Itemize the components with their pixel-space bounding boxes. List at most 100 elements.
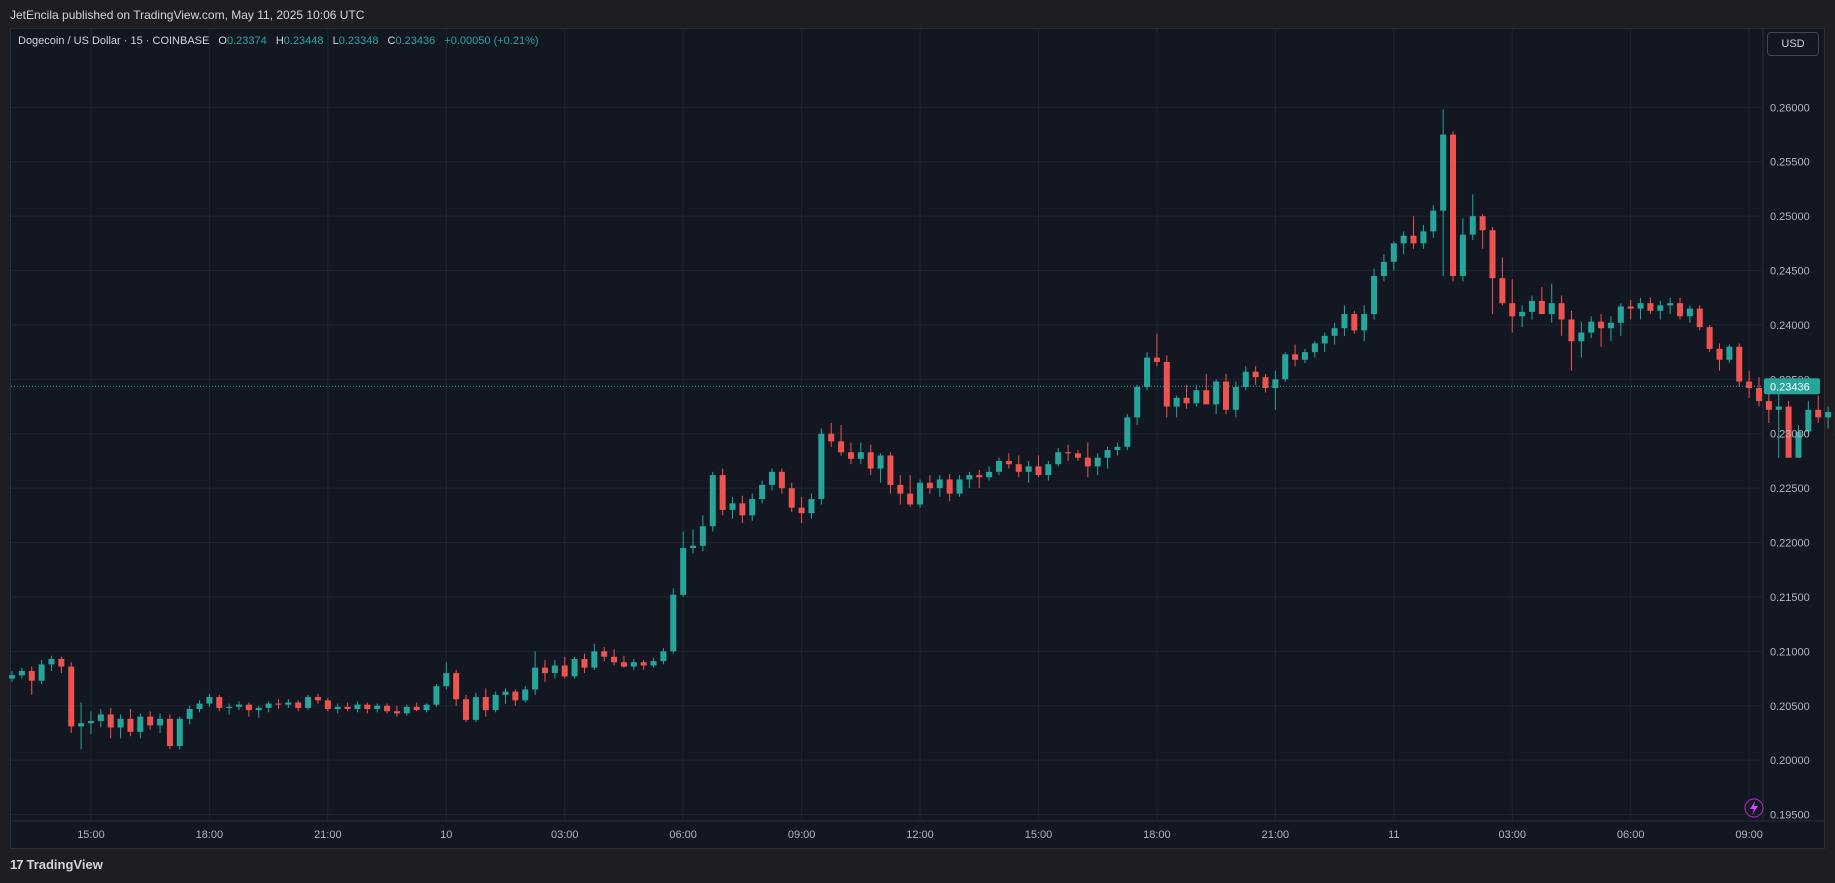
time-tick-label: 06:00 [669, 829, 697, 841]
candle-body [749, 499, 756, 516]
price-tick-label: 0.20500 [1770, 701, 1810, 713]
candle-body [117, 718, 124, 728]
candle-body [1825, 411, 1832, 418]
low-label: L [332, 35, 339, 47]
candle-body [28, 670, 35, 681]
tradingview-logo[interactable]: 17 TradingView [10, 857, 103, 872]
time-axis: 15:00 18:00 21:00 10 03:00 06:00 09:00 12:00 15:… [77, 829, 1763, 841]
price-tick-label: 0.20000 [1770, 755, 1810, 767]
candle-body [216, 697, 223, 708]
candle-body [857, 452, 864, 459]
candle-body [1371, 275, 1378, 315]
candle-body [1440, 134, 1447, 211]
candle-body [137, 716, 144, 732]
candle-body [314, 697, 321, 701]
candle-body [1578, 332, 1585, 342]
candle-body [670, 594, 677, 652]
candle-body [1015, 464, 1022, 472]
candle-body [709, 475, 716, 527]
candle-body [1074, 453, 1081, 458]
tradingview-logo-icon: 17 [10, 857, 24, 872]
candle-body [1795, 431, 1802, 458]
time-tick-label: 21:00 [314, 829, 342, 841]
candle-body [1706, 327, 1713, 349]
candle-body [463, 699, 470, 720]
candle-body [166, 718, 173, 747]
candle-body [1558, 303, 1565, 320]
candle-body [1657, 305, 1664, 311]
candle-body [1686, 308, 1693, 317]
candle-body [443, 673, 450, 687]
lightning-icon[interactable] [1744, 798, 1764, 818]
candle-body [433, 686, 440, 705]
candle-layer [9, 109, 1835, 750]
price-tick-label: 0.25000 [1770, 211, 1810, 223]
candle-body [1193, 390, 1200, 404]
candle-body [620, 662, 627, 667]
candle-body [305, 697, 312, 708]
candle-body [699, 526, 706, 546]
candle-body [1667, 303, 1674, 306]
candle-body [522, 689, 529, 701]
candle-body [1588, 321, 1595, 333]
tradingview-logo-text: TradingView [26, 857, 103, 872]
price-tick-label: 0.19500 [1770, 810, 1810, 822]
chart-frame[interactable] [10, 28, 1825, 849]
candle-body [1114, 446, 1121, 451]
candle-body [1785, 406, 1792, 458]
candle-body [482, 697, 489, 711]
candle-body [413, 706, 420, 711]
candle-body [581, 658, 588, 668]
candle-body [285, 702, 292, 705]
candle-body [936, 479, 943, 489]
candle-body [877, 455, 884, 469]
candle-body [1568, 319, 1575, 342]
candle-body [660, 651, 667, 662]
candle-body [453, 673, 460, 700]
candle-body [1173, 397, 1180, 407]
candle-body [1203, 390, 1210, 405]
candle-body [1272, 379, 1279, 389]
candle-body [1361, 314, 1368, 331]
candle-body [808, 499, 815, 514]
candle-body [1232, 386, 1239, 410]
candle-body [1124, 417, 1131, 447]
candle-body [1548, 303, 1555, 315]
candle-body [1144, 357, 1151, 387]
candle-body [1528, 301, 1535, 312]
candle-body [1331, 328, 1338, 336]
candle-body [1627, 306, 1634, 309]
candle-body [1499, 278, 1506, 304]
candle-body [1538, 301, 1545, 315]
symbol-name: Dogecoin / US Dollar · 15 · COINBASE [18, 35, 210, 47]
candle-body [1163, 361, 1170, 407]
candle-body [1311, 343, 1318, 353]
candle-body [1598, 321, 1605, 329]
candle-body [1094, 457, 1101, 467]
candle-body [176, 718, 183, 747]
price-tick-label: 0.22500 [1770, 483, 1810, 495]
time-tick-label: 06:00 [1617, 829, 1645, 841]
candle-body [561, 665, 568, 677]
candle-body [1647, 303, 1654, 311]
candle-body [1025, 466, 1032, 472]
candle-body [966, 475, 973, 480]
candle-body [1351, 314, 1358, 331]
last-price-label: 0.23436 [1770, 381, 1810, 393]
candle-body [512, 691, 519, 701]
candle-body [196, 703, 203, 710]
currency-button[interactable]: USD [1767, 32, 1819, 56]
candle-body [48, 658, 55, 665]
time-tick-label: 18:00 [1143, 829, 1171, 841]
change-value: +0.00050 (+0.21%) [444, 35, 539, 47]
candle-body [1153, 357, 1160, 362]
candle-body [97, 714, 104, 721]
candle-body [719, 475, 726, 510]
candle-body [1390, 243, 1397, 262]
candle-body [1716, 348, 1723, 360]
candle-body [838, 441, 845, 453]
candle-body [1341, 314, 1348, 329]
close-value: 0.23436 [395, 35, 436, 47]
time-tick-label: 18:00 [196, 829, 224, 841]
